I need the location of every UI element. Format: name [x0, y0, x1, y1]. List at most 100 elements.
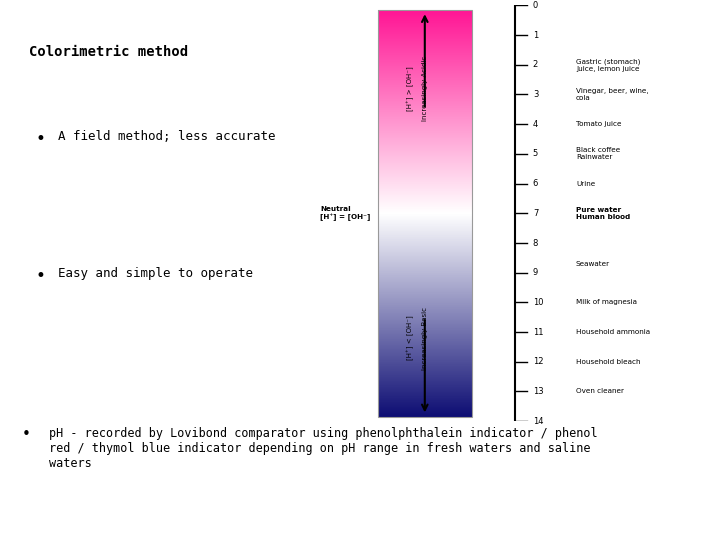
Bar — [378, 295, 472, 296]
Bar — [378, 398, 472, 399]
Bar — [378, 206, 472, 207]
Bar — [378, 410, 472, 411]
Bar — [378, 244, 472, 245]
Bar — [378, 49, 472, 50]
Bar — [378, 62, 472, 63]
Bar — [378, 17, 472, 18]
Bar — [378, 306, 472, 307]
Bar — [378, 154, 472, 155]
Bar — [378, 149, 472, 150]
Bar — [378, 231, 472, 232]
Bar — [378, 122, 472, 123]
Bar — [378, 385, 472, 386]
Bar — [378, 185, 472, 186]
Bar — [378, 102, 472, 103]
Bar — [378, 296, 472, 297]
Bar — [378, 342, 472, 343]
Bar — [378, 24, 472, 25]
Bar — [378, 107, 472, 108]
Bar — [378, 243, 472, 244]
Text: Black coffee
Rainwater: Black coffee Rainwater — [576, 147, 620, 160]
Bar — [378, 23, 472, 24]
Bar — [378, 166, 472, 167]
Bar — [378, 221, 472, 222]
Bar — [378, 227, 472, 228]
Text: Household ammonia: Household ammonia — [576, 329, 650, 335]
Text: 11: 11 — [533, 328, 544, 336]
Bar — [378, 10, 472, 11]
Bar — [378, 198, 472, 199]
Bar — [378, 413, 472, 414]
Bar — [378, 30, 472, 31]
Bar — [378, 106, 472, 107]
Bar — [378, 300, 472, 301]
Bar — [378, 79, 472, 80]
Bar — [378, 40, 472, 41]
Bar — [378, 402, 472, 403]
Bar — [378, 267, 472, 268]
Bar — [378, 120, 472, 121]
Bar — [378, 230, 472, 231]
Bar — [378, 226, 472, 227]
Bar — [378, 47, 472, 48]
Text: Oven cleaner: Oven cleaner — [576, 388, 624, 395]
Bar — [378, 392, 472, 393]
Bar — [378, 186, 472, 187]
Bar — [378, 364, 472, 365]
Bar — [378, 116, 472, 117]
Bar — [378, 350, 472, 351]
Bar — [378, 401, 472, 402]
Bar — [378, 174, 472, 175]
Bar — [378, 87, 472, 89]
Bar — [378, 164, 472, 165]
Bar — [378, 305, 472, 306]
Bar — [378, 163, 472, 164]
Bar — [378, 146, 472, 147]
Bar — [378, 74, 472, 75]
Bar — [378, 386, 472, 387]
Bar — [378, 188, 472, 189]
Bar — [378, 372, 472, 373]
Bar — [378, 411, 472, 412]
Bar — [378, 245, 472, 246]
Bar — [378, 387, 472, 388]
Bar — [378, 48, 472, 49]
Bar — [378, 205, 472, 206]
Bar — [378, 233, 472, 234]
Bar — [378, 156, 472, 157]
Bar — [378, 93, 472, 94]
Bar — [378, 302, 472, 303]
Bar — [378, 315, 472, 316]
Bar — [378, 167, 472, 168]
Bar — [378, 223, 472, 224]
Bar — [378, 332, 472, 333]
Bar — [378, 44, 472, 45]
Bar — [378, 108, 472, 109]
Bar — [378, 123, 472, 124]
Bar — [378, 274, 472, 275]
Bar — [378, 127, 472, 128]
Bar — [378, 10, 472, 417]
Bar — [378, 183, 472, 184]
Bar — [378, 395, 472, 396]
Text: Pure water
Human blood: Pure water Human blood — [576, 207, 630, 220]
Bar — [378, 379, 472, 380]
Bar — [378, 207, 472, 208]
Bar — [378, 50, 472, 51]
Bar — [378, 203, 472, 204]
Bar — [378, 309, 472, 310]
Bar — [378, 76, 472, 77]
Bar — [378, 323, 472, 324]
Bar — [378, 172, 472, 173]
Bar — [378, 57, 472, 58]
Bar — [378, 255, 472, 256]
Bar — [378, 125, 472, 126]
Bar — [378, 335, 472, 336]
Bar — [378, 313, 472, 314]
Bar — [378, 312, 472, 313]
Bar — [378, 252, 472, 253]
Bar — [378, 90, 472, 91]
Bar — [378, 192, 472, 193]
Bar — [378, 254, 472, 255]
Bar — [378, 83, 472, 84]
